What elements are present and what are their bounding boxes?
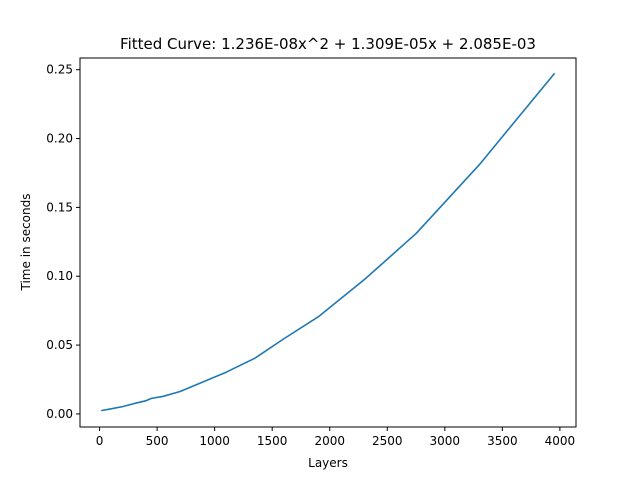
plot-area — [79, 57, 577, 428]
x-tick-label: 4000 — [545, 434, 576, 448]
x-tick-label: 2500 — [372, 434, 403, 448]
x-tick-label: 3000 — [430, 434, 461, 448]
x-tick-label: 3500 — [487, 434, 518, 448]
y-tick-label: 0.25 — [46, 63, 73, 77]
x-tick-label: 0 — [96, 434, 104, 448]
y-tick-label: 0.00 — [46, 407, 73, 421]
x-tick-label: 1500 — [257, 434, 288, 448]
series-group — [101, 73, 555, 412]
x-tick-label: 1000 — [199, 434, 230, 448]
y-tick-label: 0.05 — [46, 338, 73, 352]
y-tick-label: 0.20 — [46, 132, 73, 146]
y-tick-label: 0.10 — [46, 269, 73, 283]
chart-title: Fitted Curve: 1.236E-08x^2 + 1.309E-05x … — [120, 35, 536, 53]
y-axis-label: Time in seconds — [19, 194, 33, 292]
x-tick-label: 500 — [146, 434, 169, 448]
y-tick-label: 0.15 — [46, 200, 73, 214]
x-axis-label: Layers — [308, 456, 348, 470]
x-axis: 0 500 1000 1500 2000 2500 3000 3500 4000 — [96, 427, 575, 448]
x-tick-label: 2000 — [314, 434, 345, 448]
series-line-0 — [101, 73, 555, 412]
y-axis: 0.00 0.05 0.10 0.15 0.20 0.25 — [46, 63, 80, 421]
